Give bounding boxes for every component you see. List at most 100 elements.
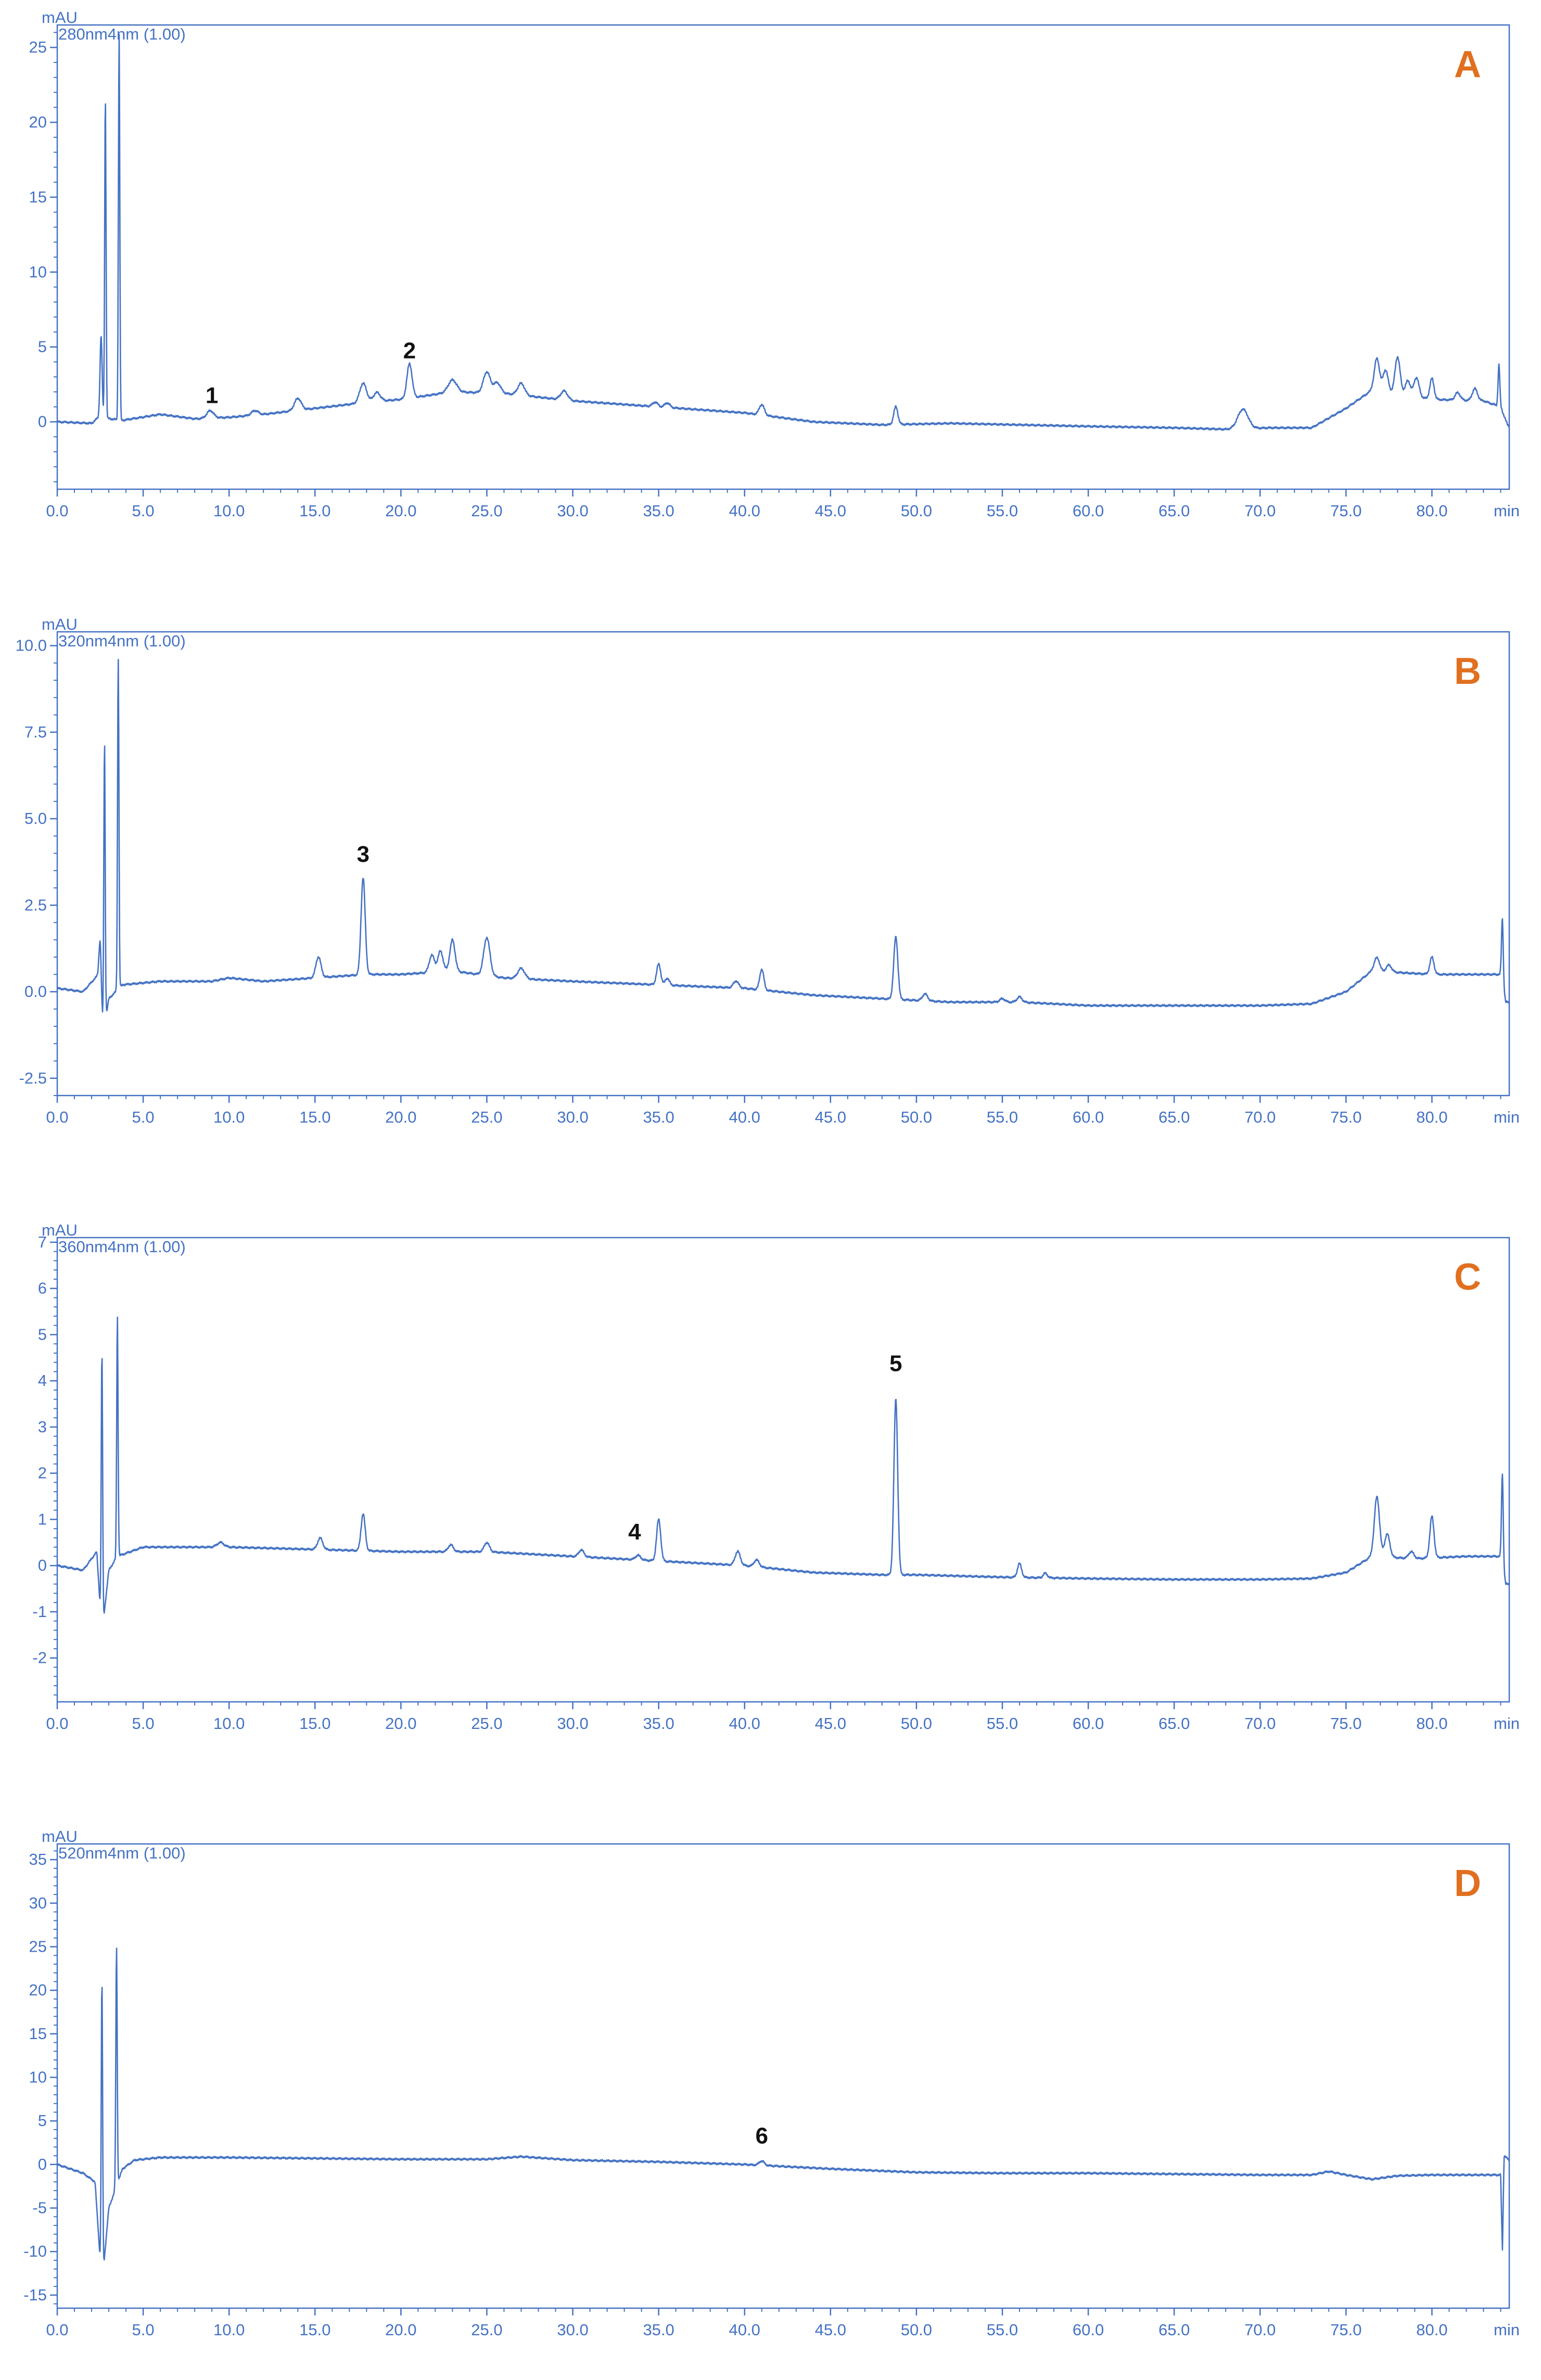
peak-label: 6: [755, 2123, 768, 2149]
x-tick-label: 60.0: [1073, 2321, 1104, 2339]
x-tick-label: 35.0: [643, 1714, 674, 1733]
x-tick-label: 20.0: [385, 502, 416, 520]
x-tick-label: 0.0: [46, 2321, 68, 2339]
x-tick-label: 55.0: [987, 1108, 1018, 1126]
y-tick-label: 2.5: [24, 896, 47, 914]
x-tick-label: 20.0: [385, 2321, 416, 2339]
x-tick-label: 35.0: [643, 502, 674, 520]
chromatogram-trace: [56, 1948, 1510, 2261]
x-tick-label: 5.0: [132, 502, 155, 520]
x-tick-label: 15.0: [299, 2321, 330, 2339]
x-tick-label: 50.0: [901, 1108, 932, 1126]
x-tick-label: 75.0: [1330, 502, 1361, 520]
x-unit-label: min: [1494, 1108, 1520, 1126]
plot-frame: [56, 631, 1510, 1097]
y-tick-label: -15: [23, 2286, 47, 2304]
y-tick-label: 0.0: [24, 983, 47, 1001]
x-tick-label: 55.0: [987, 502, 1018, 520]
y-tick-label: 4: [38, 1371, 47, 1390]
x-tick-label: 80.0: [1416, 1714, 1447, 1733]
x-tick-label: 65.0: [1158, 1108, 1190, 1126]
y-tick-label: 35: [29, 1850, 47, 1868]
y-tick-label: -10: [23, 2242, 47, 2260]
x-tick-label: 70.0: [1244, 1108, 1276, 1126]
x-tick-label: 40.0: [729, 1714, 760, 1733]
peak-label: 1: [206, 383, 218, 409]
x-tick-label: 50.0: [901, 502, 932, 520]
x-unit-label: min: [1494, 502, 1520, 520]
panel-letter: A: [1454, 44, 1481, 85]
x-tick-label: 65.0: [1158, 1714, 1190, 1733]
x-tick-label: 15.0: [299, 1714, 330, 1733]
y-tick-label: 5.0: [24, 809, 47, 828]
y-tick-label: 0: [38, 1556, 47, 1574]
chromatogram-trace: [56, 34, 1510, 431]
x-tick-label: 70.0: [1244, 2321, 1276, 2339]
chromatogram-trace: [56, 659, 1510, 1013]
x-tick-label: 5.0: [132, 1108, 155, 1126]
x-tick-label: 55.0: [987, 2321, 1018, 2339]
y-tick-label: 10.0: [16, 637, 47, 655]
panel-letter: D: [1454, 1863, 1481, 1904]
x-tick-label: 75.0: [1330, 2321, 1361, 2339]
x-tick-label: 10.0: [213, 1714, 245, 1733]
x-tick-label: 25.0: [471, 2321, 502, 2339]
x-tick-label: 5.0: [132, 1714, 155, 1733]
x-unit-label: min: [1494, 2321, 1520, 2339]
y-tick-label: -1: [32, 1602, 47, 1621]
y-tick-label: 15: [29, 188, 47, 206]
y-tick-label: 0: [38, 413, 47, 431]
y-tick-label: -2: [32, 1649, 47, 1667]
x-tick-label: 60.0: [1073, 502, 1104, 520]
x-tick-label: 15.0: [299, 1108, 330, 1126]
peak-label: 3: [356, 842, 369, 867]
x-tick-label: 50.0: [901, 1714, 932, 1733]
x-tick-label: 30.0: [557, 502, 588, 520]
x-tick-label: 50.0: [901, 2321, 932, 2339]
x-tick-label: 40.0: [729, 2321, 760, 2339]
x-tick-label: 80.0: [1416, 502, 1447, 520]
x-tick-label: 75.0: [1330, 1108, 1361, 1126]
x-tick-label: 75.0: [1330, 1714, 1361, 1733]
x-tick-label: 0.0: [46, 502, 68, 520]
wavelength-label: 360nm4nm (1.00): [58, 1238, 186, 1256]
x-tick-label: 25.0: [471, 502, 502, 520]
x-tick-label: 70.0: [1244, 1714, 1276, 1733]
x-tick-label: 35.0: [643, 1108, 674, 1126]
x-tick-label: 15.0: [299, 502, 330, 520]
x-tick-label: 0.0: [46, 1108, 68, 1126]
y-tick-label: 10: [29, 2068, 47, 2086]
y-unit-label: mAU: [42, 1827, 78, 1846]
peak-label: 5: [889, 1351, 902, 1376]
y-tick-label: 20: [29, 1981, 47, 1999]
y-tick-label: 1: [38, 1510, 47, 1528]
wavelength-label: 320nm4nm (1.00): [58, 632, 186, 650]
x-tick-label: 45.0: [815, 2321, 846, 2339]
x-tick-label: 55.0: [987, 1714, 1018, 1733]
x-tick-label: 80.0: [1416, 1108, 1447, 1126]
chromatogram-panel-b: -2.5 0.0 2.5 5.0 7.5 10.0 0.0 5.0 10.0 15.0 20.0 25…: [16, 615, 1520, 1126]
x-tick-label: 65.0: [1158, 2321, 1190, 2339]
x-tick-label: 80.0: [1416, 2321, 1447, 2339]
plot-frame: [56, 1843, 1510, 2309]
wavelength-label: 280nm4nm (1.00): [58, 25, 186, 43]
x-tick-label: 30.0: [557, 2321, 588, 2339]
plot-frame: [56, 24, 1510, 490]
x-tick-label: 10.0: [213, 502, 245, 520]
peak-label: 2: [403, 338, 416, 363]
peak-label: 4: [628, 1519, 641, 1545]
y-tick-label: 10: [29, 263, 47, 281]
x-tick-label: 65.0: [1158, 502, 1190, 520]
x-tick-label: 35.0: [643, 2321, 674, 2339]
x-tick-label: 45.0: [815, 502, 846, 520]
x-tick-label: 20.0: [385, 1108, 416, 1126]
x-tick-label: 25.0: [471, 1714, 502, 1733]
x-tick-label: 30.0: [557, 1108, 588, 1126]
y-tick-label: 5: [38, 2111, 47, 2130]
y-tick-label: 7: [38, 1233, 47, 1251]
x-tick-label: 20.0: [385, 1714, 416, 1733]
y-tick-label: 3: [38, 1418, 47, 1436]
wavelength-label: 520nm4nm (1.00): [58, 1844, 186, 1862]
